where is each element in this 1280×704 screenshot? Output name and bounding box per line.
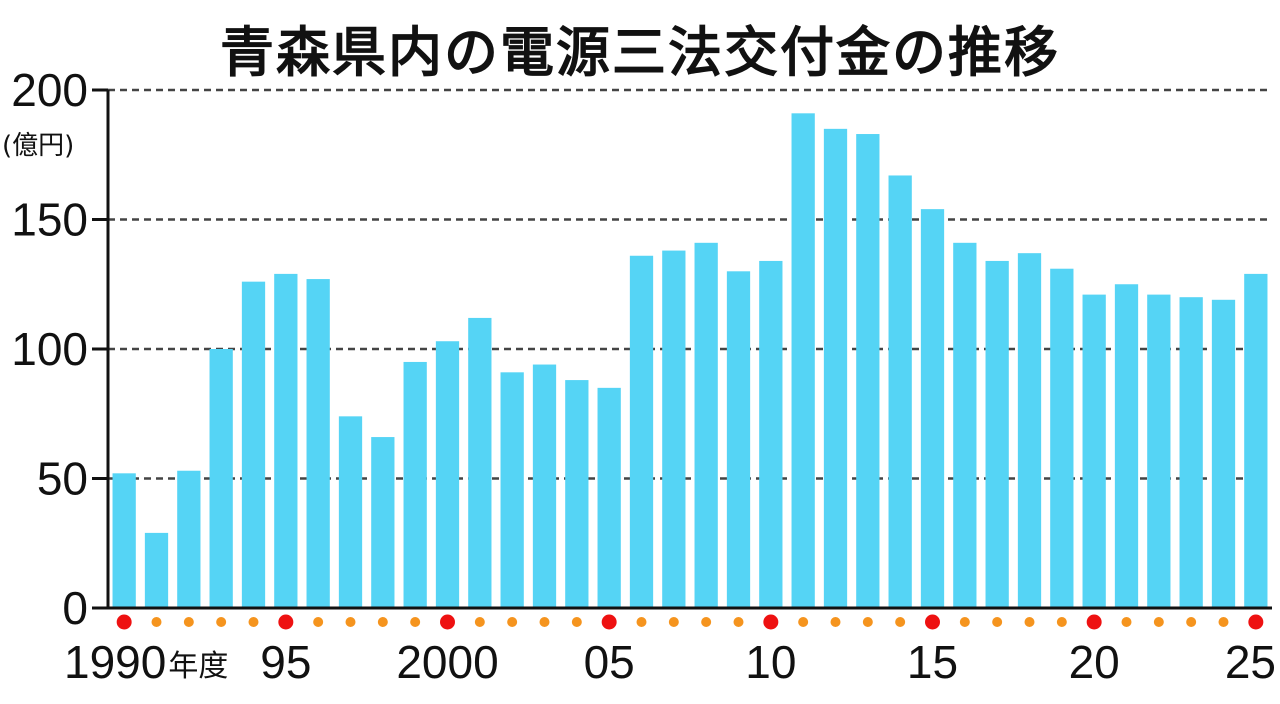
minor-year-marker: [539, 617, 550, 627]
y-axis-unit-label: (億円): [2, 131, 74, 161]
bar-2024: [1211, 299, 1236, 608]
bar-2015: [920, 209, 945, 608]
minor-year-marker: [410, 617, 421, 627]
minor-year-marker: [216, 617, 227, 627]
bar-1998: [371, 437, 395, 608]
minor-year-marker: [798, 617, 809, 627]
bar-1991: [144, 532, 169, 608]
minor-year-marker: [1218, 617, 1229, 627]
bar-2022: [1147, 294, 1171, 608]
x-tick-label: 95: [260, 636, 311, 688]
minor-year-marker: [345, 617, 356, 627]
bars: [112, 113, 1268, 609]
bar-1993: [209, 349, 233, 608]
minor-year-marker: [830, 617, 841, 627]
bar-2020: [1082, 294, 1106, 608]
minor-year-marker: [377, 617, 388, 627]
bar-2019: [1050, 268, 1074, 608]
bar-2011: [791, 113, 815, 608]
bar-1990: [112, 473, 136, 608]
bar-2018: [1017, 253, 1042, 609]
minor-year-marker: [151, 617, 162, 627]
tick-labels: 0 50 100 150 200 (億円) 1990 年度 95 2000 05 10 15 20 25: [2, 64, 1276, 688]
chart-title: 青森県内の電源三法交付金の推移: [220, 21, 1060, 84]
bar-2002: [500, 372, 524, 608]
bar-2021: [1114, 284, 1139, 608]
minor-year-marker: [701, 617, 712, 627]
y-tick-label: 100: [11, 323, 88, 375]
bar-2023: [1179, 297, 1203, 608]
x-tick-label: 2000: [396, 636, 498, 688]
minor-year-marker: [733, 617, 744, 627]
minor-year-marker: [668, 617, 679, 627]
minor-year-marker: [248, 617, 259, 627]
y-tick-label: 0: [62, 582, 88, 634]
minor-year-marker: [183, 617, 194, 627]
major-year-marker: [601, 614, 617, 630]
y-tick-label: 150: [11, 194, 88, 246]
major-year-marker: [278, 614, 294, 630]
bar-2005: [597, 387, 621, 608]
bar-2012: [823, 128, 848, 608]
x-tick-label: 1990: [64, 636, 166, 688]
major-year-marker: [1086, 614, 1102, 630]
year-markers: [116, 614, 1264, 630]
minor-year-marker: [992, 617, 1003, 627]
major-year-marker: [116, 614, 132, 630]
minor-year-marker: [862, 617, 873, 627]
minor-year-marker: [1056, 617, 1067, 627]
bar-2017: [985, 260, 1009, 608]
minor-year-marker: [1024, 617, 1035, 627]
minor-year-marker: [1186, 617, 1197, 627]
bar-2013: [856, 134, 880, 608]
bar-1995: [274, 273, 298, 608]
major-year-marker: [1248, 614, 1264, 630]
minor-year-marker: [313, 617, 324, 627]
bar-1999: [403, 361, 427, 608]
bar-2025: [1244, 273, 1268, 608]
bar-2016: [953, 242, 977, 608]
minor-year-marker: [507, 617, 518, 627]
minor-year-marker: [1153, 617, 1164, 627]
minor-year-marker: [571, 617, 582, 627]
major-year-marker: [925, 614, 940, 630]
x-axis-unit-label: 年度: [168, 649, 228, 684]
bar-2000: [435, 341, 460, 608]
axes: [92, 88, 1272, 610]
bar-2004: [565, 380, 589, 608]
minor-year-marker: [895, 617, 906, 627]
bar-1997: [338, 416, 363, 608]
bar-2008: [694, 242, 718, 608]
bar-1996: [306, 279, 330, 608]
bar-1992: [177, 470, 201, 608]
x-tick-label: 20: [1069, 636, 1120, 688]
bar-1994: [241, 281, 266, 608]
bar-2009: [726, 271, 751, 608]
minor-year-marker: [1121, 617, 1132, 627]
bar-2014: [888, 175, 912, 608]
x-tick-label: 10: [745, 636, 796, 688]
bar-2006: [629, 255, 654, 608]
minor-year-marker: [959, 617, 970, 627]
y-tick-label: 200: [11, 64, 88, 116]
bar-2007: [662, 250, 686, 608]
major-year-marker: [440, 614, 455, 630]
minor-year-marker: [636, 617, 647, 627]
gridlines: [108, 88, 1272, 480]
y-tick-label: 50: [37, 453, 88, 505]
x-tick-label: 15: [907, 636, 958, 688]
minor-year-marker: [474, 617, 485, 627]
bar-2001: [468, 317, 492, 608]
x-tick-label: 25: [1225, 636, 1276, 688]
bar-2010: [759, 260, 783, 608]
bar-2003: [532, 364, 557, 608]
x-tick-label: 05: [584, 636, 635, 688]
major-year-marker: [763, 614, 779, 630]
